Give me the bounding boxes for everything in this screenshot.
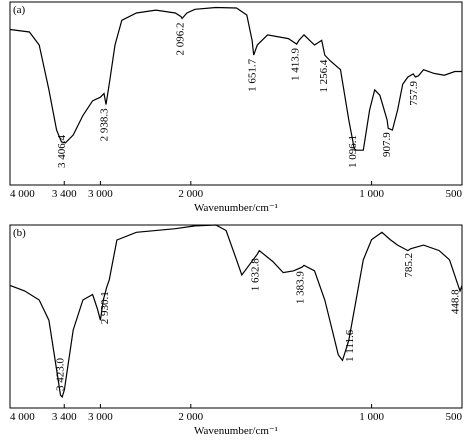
peak-label: 2 938.3: [99, 108, 111, 142]
spectrum-line: [9, 224, 463, 399]
x-tick-label: 4 000: [10, 411, 35, 423]
x-tick-label: 1 000: [359, 411, 384, 423]
peak-label: 3 423.0: [55, 358, 67, 392]
panel-label: (b): [13, 227, 26, 239]
x-axis-title: Wavenumber/cm⁻¹: [194, 202, 278, 214]
peak-label: 1 256.4: [318, 59, 330, 93]
peak-label: 1 111.6: [344, 329, 356, 362]
peak-label: 907.9: [381, 132, 393, 157]
peak-label: 1 632.8: [250, 258, 262, 292]
peak-label: 785.2: [403, 253, 415, 278]
peak-label: 2 096.2: [175, 22, 187, 55]
peak-label: 1 413.9: [289, 48, 301, 82]
x-tick-label: 4 000: [10, 188, 35, 200]
x-tick-label: 2 000: [178, 411, 203, 423]
x-tick-label: 500: [446, 411, 463, 423]
plot-frame: [9, 1, 463, 186]
peak-label: 1 651.7: [246, 58, 258, 91]
x-tick-label: 3 000: [88, 411, 113, 423]
spectrum-line: [9, 6, 462, 151]
peak-label: 1 383.9: [295, 271, 307, 305]
x-tick-label: 500: [446, 188, 463, 200]
peak-label: 1 096.1: [347, 135, 359, 168]
panel-label: (a): [13, 4, 26, 16]
x-tick-label: 2 000: [178, 188, 203, 200]
x-tick-label: 1 000: [359, 188, 384, 200]
x-tick-label: 3 400: [52, 188, 77, 200]
peak-label: 3 406.4: [56, 135, 68, 169]
x-tick-label: 3 000: [88, 188, 113, 200]
peak-label: 757.9: [408, 81, 420, 106]
peak-label: 2 930.1: [99, 291, 111, 324]
peak-label: 448.8: [450, 289, 462, 314]
plot-frame: [9, 224, 463, 409]
x-axis-title: Wavenumber/cm⁻¹: [194, 425, 278, 437]
x-tick-label: 3 400: [52, 411, 77, 423]
